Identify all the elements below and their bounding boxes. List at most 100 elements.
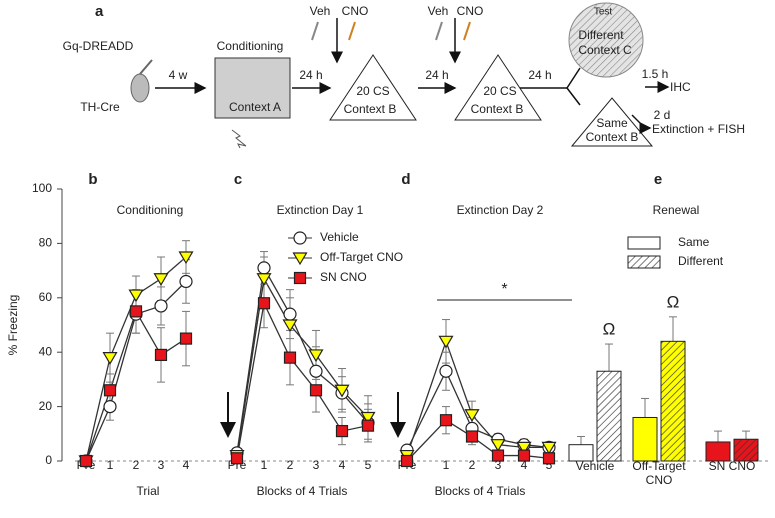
marker bbox=[154, 299, 168, 313]
panel-label: c bbox=[234, 171, 242, 188]
annotation: Ω bbox=[603, 320, 616, 339]
chart-title: Conditioning bbox=[117, 203, 184, 217]
marker bbox=[129, 305, 143, 318]
x-tick-label: SN CNO bbox=[708, 459, 756, 473]
marker bbox=[128, 289, 144, 303]
marker bbox=[103, 384, 117, 397]
marker bbox=[516, 441, 532, 455]
marker bbox=[256, 273, 272, 286]
series-line bbox=[85, 309, 187, 462]
drug-label: Veh bbox=[428, 4, 449, 18]
syringe bbox=[139, 59, 153, 75]
y-tick-label: 40 bbox=[39, 344, 53, 358]
x-tick-label: 5 bbox=[365, 458, 372, 472]
mouse-icon bbox=[130, 73, 150, 103]
node-text: Context A bbox=[229, 100, 281, 114]
marker bbox=[309, 364, 323, 378]
bar bbox=[705, 441, 731, 462]
x-tick-label: 2 bbox=[287, 458, 294, 472]
legend-swatch bbox=[627, 236, 661, 250]
node-text: Context B bbox=[471, 102, 524, 116]
marker bbox=[438, 335, 454, 349]
panel-label: d bbox=[401, 171, 410, 188]
node-text: Conditioning bbox=[217, 39, 284, 53]
edge-label: 24 h bbox=[425, 68, 448, 82]
marker bbox=[490, 439, 506, 452]
legend-label: Same bbox=[678, 235, 710, 249]
marker bbox=[102, 352, 118, 365]
x-axis-label: Trial bbox=[137, 484, 160, 498]
significance-label: * bbox=[501, 281, 507, 298]
edge-label: 1.5 h bbox=[642, 67, 669, 81]
context-triangle bbox=[570, 97, 654, 147]
marker bbox=[464, 409, 480, 422]
y-tick-label: 0 bbox=[45, 453, 52, 467]
marker bbox=[465, 430, 479, 443]
edge-label: 2 d bbox=[654, 108, 671, 122]
drug-label: CNO bbox=[342, 4, 369, 18]
marker bbox=[154, 348, 168, 362]
node-text: Different bbox=[578, 28, 624, 42]
marker bbox=[79, 454, 93, 468]
x-tick-label: 4 bbox=[183, 458, 190, 472]
marker bbox=[439, 414, 453, 427]
legend-swatch bbox=[627, 255, 661, 269]
marker bbox=[293, 271, 307, 285]
x-tick-label: 4 bbox=[521, 458, 528, 472]
marker bbox=[293, 231, 307, 245]
syringe bbox=[463, 21, 471, 41]
node-text: IHC bbox=[670, 80, 691, 94]
marker bbox=[439, 364, 453, 378]
y-tick-label: 60 bbox=[39, 290, 53, 304]
syringe bbox=[435, 21, 443, 41]
legend-label: Vehicle bbox=[320, 230, 359, 244]
edge-label: 24 h bbox=[528, 68, 551, 82]
x-tick-label: 1 bbox=[443, 458, 450, 472]
syringe bbox=[348, 21, 356, 41]
bar bbox=[733, 438, 759, 462]
node-text: 20 CS bbox=[483, 84, 516, 98]
marker bbox=[308, 349, 324, 363]
context-triangle bbox=[329, 54, 417, 121]
chart-title: Extinction Day 1 bbox=[277, 203, 364, 217]
marker bbox=[335, 424, 349, 438]
chart-title: Extinction Day 2 bbox=[457, 203, 544, 217]
x-tick-label: Off-Target CNO bbox=[632, 459, 686, 487]
marker bbox=[103, 400, 117, 414]
context-box bbox=[214, 57, 291, 119]
node-text: Context B bbox=[344, 102, 397, 116]
node-text: TH-Cre bbox=[80, 100, 120, 114]
shock-icon bbox=[231, 129, 247, 149]
panel-label: e bbox=[654, 171, 662, 188]
marker bbox=[257, 261, 271, 275]
series-line bbox=[236, 265, 369, 453]
x-axis-label: Blocks of 4 Trials bbox=[435, 484, 526, 498]
marker bbox=[283, 307, 297, 321]
y-tick-label: 80 bbox=[39, 236, 53, 250]
marker bbox=[491, 449, 505, 462]
marker bbox=[178, 251, 194, 265]
panel-label: a bbox=[95, 3, 104, 20]
syringe bbox=[311, 21, 319, 41]
arrow bbox=[566, 87, 581, 106]
drug-label: Veh bbox=[310, 4, 331, 18]
marker bbox=[282, 319, 298, 333]
x-axis-label: Blocks of 4 Trials bbox=[257, 484, 348, 498]
x-tick-label: 1 bbox=[107, 458, 114, 472]
marker bbox=[292, 252, 308, 266]
context-triangle bbox=[454, 54, 542, 121]
context-circle bbox=[568, 2, 644, 78]
diagram: a Gq-DREADD TH-Cre 4 w Conditioning Cont… bbox=[63, 2, 745, 149]
marker bbox=[257, 297, 271, 310]
x-tick-label: 2 bbox=[469, 458, 476, 472]
marker bbox=[283, 351, 297, 364]
node-text: Context C bbox=[578, 43, 632, 57]
drug-label: CNO bbox=[457, 4, 484, 18]
marker bbox=[153, 273, 169, 286]
bar bbox=[660, 340, 686, 462]
bar bbox=[632, 416, 658, 462]
marker bbox=[360, 411, 376, 425]
node-text: Same bbox=[596, 116, 628, 130]
